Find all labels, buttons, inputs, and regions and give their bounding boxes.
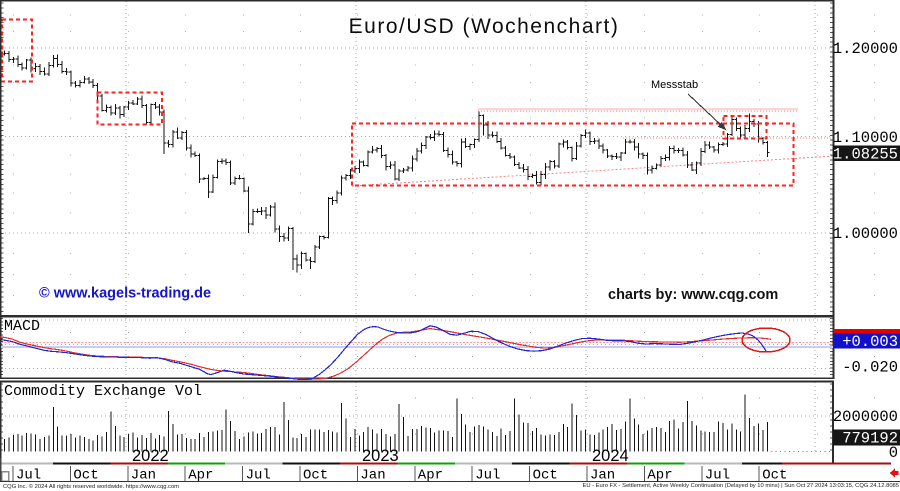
svg-text:MACD: MACD [4,318,40,335]
svg-text:2022: 2022 [132,447,169,465]
svg-text:Commodity Exchange Vol: Commodity Exchange Vol [4,383,202,400]
svg-text:1.00000: 1.00000 [833,225,898,243]
svg-text:Jul: Jul [246,468,271,484]
svg-text:Jul: Jul [16,468,41,484]
svg-text:Jan: Jan [360,468,385,484]
svg-text:Jul: Jul [475,468,500,484]
svg-text:Oct: Oct [73,468,98,484]
svg-text:EU - Euro FX - Settlement, Act: EU - Euro FX - Settlement, Active Weekly… [582,483,899,489]
svg-text:Apr: Apr [418,468,443,484]
svg-text:Oct: Oct [533,468,558,484]
svg-text:1.08255: 1.08255 [833,145,898,163]
svg-text:Jan: Jan [131,468,156,484]
svg-text:Jan: Jan [590,468,615,484]
svg-text:Apr: Apr [188,468,213,484]
svg-text:Apr: Apr [647,468,672,484]
svg-text:0: 0 [889,444,898,462]
svg-text:CQG Inc. © 2024 All rights res: CQG Inc. © 2024 All rights reserved worl… [3,483,179,490]
svg-text:1.10000: 1.10000 [833,129,898,147]
svg-text:+0.003: +0.003 [842,333,898,351]
svg-text:-0.020: -0.020 [842,359,898,377]
svg-text:Euro/USD (Wochenchart): Euro/USD (Wochenchart) [349,15,620,38]
svg-text:Oct: Oct [303,468,328,484]
svg-text:779192: 779192 [842,430,898,448]
svg-text:2024: 2024 [592,447,629,465]
svg-text:2023: 2023 [362,447,399,465]
svg-text:2000000: 2000000 [833,408,898,426]
svg-text:Messstab: Messstab [651,79,698,91]
svg-text:© www.kagels-trading.de: © www.kagels-trading.de [39,286,211,302]
svg-text:charts by: www.cqg.com: charts by: www.cqg.com [608,287,778,303]
svg-text:Oct: Oct [762,468,787,484]
svg-text:1.20000: 1.20000 [833,40,898,58]
svg-text:Jul: Jul [705,468,730,484]
